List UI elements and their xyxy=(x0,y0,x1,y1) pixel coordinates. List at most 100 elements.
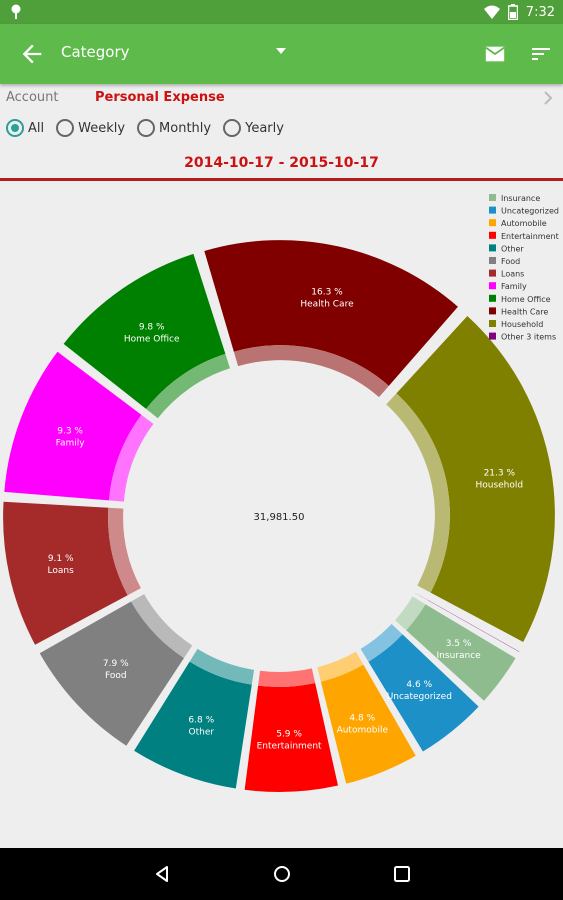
sort-icon[interactable] xyxy=(529,42,553,66)
slice-outer[interactable] xyxy=(320,664,416,784)
legend-swatch xyxy=(489,320,496,327)
slice-outer[interactable] xyxy=(427,600,520,652)
pie-slice-automobile[interactable]: 4.8 % Automobile xyxy=(317,651,416,784)
pie-slice-loans[interactable]: 9.1 % Loans xyxy=(3,501,141,645)
slice-outer[interactable] xyxy=(3,501,128,645)
slice-inner-ring xyxy=(189,648,255,685)
slice-inner-ring xyxy=(395,596,426,631)
nav-recents-icon[interactable] xyxy=(392,864,412,884)
slice-outer[interactable] xyxy=(406,604,516,701)
email-icon[interactable] xyxy=(484,43,506,65)
slice-inner-ring xyxy=(108,414,154,502)
legend-swatch xyxy=(489,206,496,214)
category-pie-chart: 21.3 % Household 3.5 % Insurance 4.6 % Uncate… xyxy=(0,184,563,848)
slice-inner-ring xyxy=(414,592,428,601)
date-range: 2014-10-17 - 2015-10-17 xyxy=(184,155,379,171)
pie-slice-health-care[interactable]: 16.3 % Health Care xyxy=(204,240,458,398)
slice-outer[interactable] xyxy=(4,351,142,501)
slice-inner-ring xyxy=(258,668,316,687)
donut-hole xyxy=(130,367,428,665)
radio-label: Weekly xyxy=(78,120,126,136)
slice-inner-ring xyxy=(146,353,230,419)
slice-inner-ring xyxy=(108,507,141,596)
radio-button[interactable] xyxy=(223,119,242,137)
radio-weekly[interactable]: Weekly xyxy=(56,119,125,137)
radio-yearly[interactable]: Yearly xyxy=(223,119,284,137)
legend-item-label: Other xyxy=(501,244,524,253)
nav-home-icon[interactable] xyxy=(272,864,292,884)
app-toolbar: Category xyxy=(0,24,563,84)
radio-monthly[interactable]: Monthly xyxy=(137,119,211,137)
radio-button[interactable] xyxy=(6,119,24,137)
slice-name-label: Entertainment xyxy=(257,741,322,751)
slice-name-label: Home Office xyxy=(124,334,180,344)
slice-outer[interactable] xyxy=(396,315,555,642)
slice-percent-label: 4.6 % xyxy=(406,680,432,690)
slice-percent-label: 3.5 % xyxy=(446,639,472,649)
slice-percent-label: 21.3 % xyxy=(484,468,516,478)
legend-item-label: Loans xyxy=(501,270,524,279)
pie-slice-entertainment[interactable]: 5.9 % Entertainment xyxy=(244,668,338,792)
nav-back-icon[interactable] xyxy=(152,864,172,884)
pie-slice-other[interactable]: 6.8 % Other xyxy=(134,648,255,789)
legend-item-label: Household xyxy=(501,320,543,329)
legend-item-label: Food xyxy=(501,257,520,266)
period-selector: All Weekly Monthly Yearly xyxy=(6,119,290,137)
slice-percent-label: 9.3 % xyxy=(57,427,83,437)
slice-outer[interactable] xyxy=(368,634,479,752)
radio-all[interactable]: All xyxy=(6,119,44,137)
slice-name-label: Uncategorized xyxy=(387,692,452,702)
legend-swatch xyxy=(489,244,496,252)
legend-swatch xyxy=(489,307,496,315)
category-dropdown[interactable]: Category xyxy=(61,43,130,61)
legend-item-label: Other 3 items xyxy=(501,333,556,342)
slice-outer[interactable] xyxy=(204,240,458,386)
slice-percent-label: 6.8 % xyxy=(188,716,214,726)
status-bar: 7:32 xyxy=(0,0,563,24)
slice-inner-ring xyxy=(233,345,389,398)
account-name[interactable]: Personal Expense xyxy=(95,90,225,105)
legend-item-label: Family xyxy=(501,282,527,291)
slice-outer[interactable] xyxy=(244,683,338,792)
pie-slice-household[interactable]: 21.3 % Household xyxy=(386,315,555,642)
slice-name-label: Health Care xyxy=(300,300,354,310)
radio-label: All xyxy=(28,120,45,136)
slice-outer[interactable] xyxy=(39,601,184,746)
legend-swatch xyxy=(489,257,496,264)
slice-name-label: Automobile xyxy=(337,725,389,735)
pie-slice-family[interactable]: 9.3 % Family xyxy=(4,351,154,502)
chart-legend: Insurance Uncategorized Automobile Entertai… xyxy=(489,194,559,342)
slice-percent-label: 5.9 % xyxy=(276,729,302,739)
radio-button[interactable] xyxy=(137,119,156,137)
pie-slice-uncategorized[interactable]: 4.6 % Uncategorized xyxy=(360,623,479,752)
location-pin-icon xyxy=(11,4,21,19)
legend-swatch xyxy=(489,332,496,340)
slice-outer[interactable] xyxy=(63,253,226,409)
slice-name-label: Other xyxy=(189,728,215,738)
legend-swatch xyxy=(489,219,496,227)
chevron-right-icon[interactable] xyxy=(542,91,554,105)
pie-slice-insurance[interactable]: 3.5 % Insurance xyxy=(395,596,516,701)
pie-slice-home-office[interactable]: 9.8 % Home Office xyxy=(63,253,230,419)
slice-percent-label: 16.3 % xyxy=(311,288,343,298)
radio-label: Yearly xyxy=(245,120,284,136)
radio-button[interactable] xyxy=(56,119,75,137)
back-arrow-icon[interactable] xyxy=(18,40,46,68)
chevron-down-icon[interactable] xyxy=(276,48,286,54)
pie-slice-other-3-items[interactable] xyxy=(414,592,520,652)
slice-name-label: Loans xyxy=(48,566,75,576)
legend-item-label: Entertainment xyxy=(501,232,559,241)
slice-percent-label: 9.1 % xyxy=(48,554,74,564)
account-label: Account xyxy=(6,90,59,105)
slice-outer[interactable] xyxy=(134,661,252,789)
legend-swatch xyxy=(489,282,496,290)
donut-chart-svg: 21.3 % Household 3.5 % Insurance 4.6 % Uncate… xyxy=(3,194,559,792)
battery-icon xyxy=(507,4,518,20)
pie-slice-food[interactable]: 7.9 % Food xyxy=(39,594,193,746)
legend-swatch xyxy=(489,269,496,277)
slice-name-label: Family xyxy=(56,439,86,449)
slice-name-label: Food xyxy=(105,671,127,681)
slice-percent-label: 9.8 % xyxy=(139,322,165,332)
slice-percent-label: 7.9 % xyxy=(103,659,129,669)
navigation-bar xyxy=(0,848,563,900)
